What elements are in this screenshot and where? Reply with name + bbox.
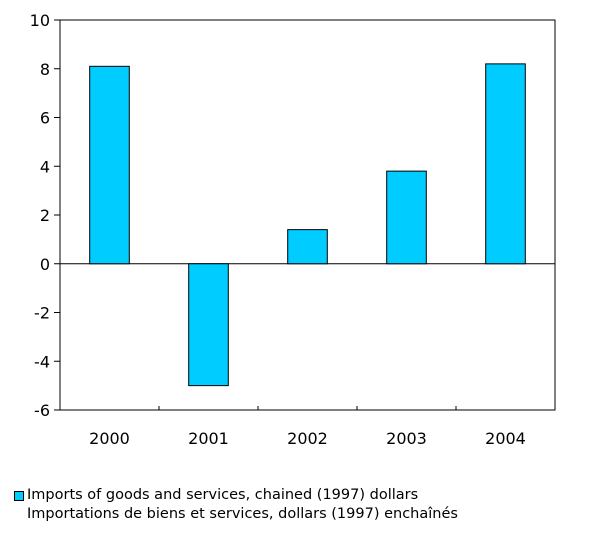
x-axis: 2000 2001 2002 2003 2004	[89, 406, 526, 448]
bar-chart: -6 -4 -2 0 2 4 6 8 10 2000 2001 2002 2003 2004	[30, 11, 556, 448]
x-tick-label: 2004	[485, 429, 526, 448]
bar-2001	[188, 263, 229, 387]
x-tick-label: 2002	[287, 429, 328, 448]
x-tick-label: 2000	[89, 429, 130, 448]
bar-2000	[89, 65, 130, 265]
y-tick-label: 8	[40, 60, 50, 79]
y-tick-label: -4	[34, 352, 50, 371]
plot-area	[59, 19, 556, 411]
legend: Imports of goods and services, chained (…	[14, 486, 458, 524]
y-tick-label: 2	[40, 206, 50, 225]
legend-swatch	[14, 490, 24, 501]
y-axis: -6 -4 -2 0 2 4 6 8 10	[30, 11, 60, 420]
legend-item: Imports of goods and services, chained (…	[14, 486, 458, 505]
plot-frame	[59, 19, 556, 411]
y-tick-label: 4	[40, 157, 50, 176]
legend-label-french: Importations de biens et services, dolla…	[27, 506, 458, 522]
y-tick-label: 10	[30, 11, 50, 30]
bar-2004	[485, 63, 526, 265]
x-tick-label: 2001	[188, 429, 229, 448]
y-tick-label: 6	[40, 109, 50, 128]
y-tick-label: 0	[40, 255, 50, 274]
y-tick-label: -6	[34, 401, 50, 420]
x-tick-label: 2003	[386, 429, 427, 448]
bar-2003	[386, 170, 427, 265]
bar-2002	[287, 229, 328, 265]
legend-label-english: Imports of goods and services, chained (…	[27, 487, 419, 503]
bars	[89, 63, 526, 387]
y-tick-label: -2	[34, 304, 50, 323]
